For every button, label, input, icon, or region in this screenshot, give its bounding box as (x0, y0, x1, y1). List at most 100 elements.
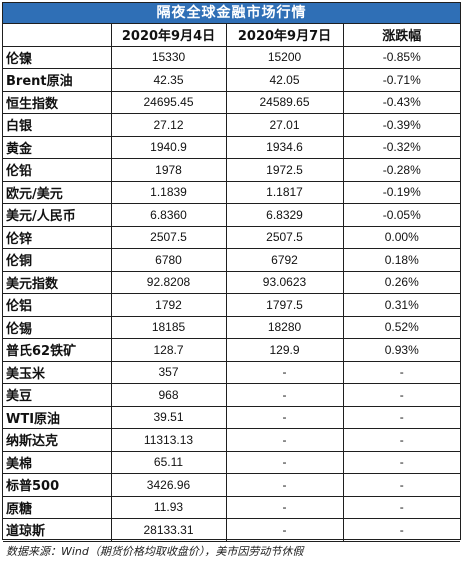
row-change: -0.32% (342, 135, 460, 159)
row-name: 美元/人民币 (3, 203, 112, 227)
row-name: 欧元/美元 (3, 180, 112, 204)
row-name: 伦镍 (3, 46, 112, 69)
row-value-date-1: 24695.45 (110, 90, 227, 114)
row-name: 伦锌 (3, 225, 112, 249)
row-value-date-2: 93.0623 (225, 270, 344, 294)
row-name: 纳斯达克 (3, 428, 112, 452)
row-change: 0.26% (342, 270, 460, 294)
row-change: 0.00% (342, 225, 460, 249)
row-value-date-1: 3426.96 (110, 473, 227, 497)
row-value-date-1: 1978 (110, 158, 227, 182)
row-value-date-1: 6780 (110, 248, 227, 272)
row-change: - (342, 450, 460, 474)
row-value-date-1: 1940.9 (110, 135, 227, 159)
row-value-date-1: 65.11 (110, 450, 227, 474)
row-value-date-2: 18280 (225, 315, 344, 339)
table-row: 恒生指数 24695.45 24589.65 -0.43% (3, 90, 460, 114)
row-value-date-1: 15330 (110, 46, 227, 69)
row-value-date-2: - (225, 450, 344, 474)
row-change: 0.18% (342, 248, 460, 272)
row-value-date-1: 28133.31 (110, 518, 227, 542)
table-row: Brent原油 42.35 42.05 -0.71% (3, 68, 460, 92)
row-change: 0.31% (342, 293, 460, 317)
header-date-2: 2020年9月7日 (225, 24, 344, 47)
row-value-date-1: 11313.13 (110, 428, 227, 452)
row-name: 美棉 (3, 450, 112, 474)
table-row: 伦铅 1978 1972.5 -0.28% (3, 158, 460, 182)
table-row: 伦锌 2507.5 2507.5 0.00% (3, 225, 460, 249)
row-value-date-2: 1797.5 (225, 293, 344, 317)
row-value-date-2: - (225, 495, 344, 519)
row-name: 伦铝 (3, 293, 112, 317)
row-value-date-2: 15200 (225, 46, 344, 69)
row-name: 标普500 (3, 473, 112, 497)
table-row: 欧元/美元 1.1839 1.1817 -0.19% (3, 180, 460, 204)
row-value-date-2: - (225, 428, 344, 452)
row-value-date-1: 968 (110, 383, 227, 407)
row-change: - (342, 495, 460, 519)
row-value-date-2: 27.01 (225, 113, 344, 137)
row-change: 0.52% (342, 315, 460, 339)
row-name: 普氏62铁矿 (3, 338, 112, 362)
row-value-date-1: 2507.5 (110, 225, 227, 249)
header-name (3, 24, 112, 47)
row-value-date-2: - (225, 518, 344, 542)
row-value-date-2: - (225, 383, 344, 407)
row-change: -0.05% (342, 203, 460, 227)
row-value-date-2: 42.05 (225, 68, 344, 92)
row-value-date-1: 128.7 (110, 338, 227, 362)
row-name: 美元指数 (3, 270, 112, 294)
table-row: 标普500 3426.96- - (3, 473, 460, 497)
table-row: WTI原油 39.51- - (3, 405, 460, 429)
table-row: 黄金 1940.9 1934.6 -0.32% (3, 135, 460, 159)
row-value-date-2: 6792 (225, 248, 344, 272)
row-change: - (342, 518, 460, 542)
row-change: -0.43% (342, 90, 460, 114)
row-change: - (342, 428, 460, 452)
row-change: - (342, 473, 460, 497)
row-change: -0.71% (342, 68, 460, 92)
market-table: 2020年9月4日 2020年9月7日 涨跌幅 伦镍 15330 15200 -0.8… (3, 24, 460, 542)
row-change: - (342, 405, 460, 429)
row-name: 道琼斯 (3, 518, 112, 542)
row-name: 原糖 (3, 495, 112, 519)
row-name: 伦铜 (3, 248, 112, 272)
row-value-date-2: - (225, 360, 344, 384)
row-value-date-2: 6.8329 (225, 203, 344, 227)
row-value-date-2: 1972.5 (225, 158, 344, 182)
table-row: 伦镍 15330 15200 -0.85% (3, 46, 460, 69)
row-name: 恒生指数 (3, 90, 112, 114)
table-row: 原糖 11.93- - (3, 495, 460, 519)
table-row: 美玉米 357- - (3, 360, 460, 384)
row-value-date-2: 1.1817 (225, 180, 344, 204)
table-row: 普氏62铁矿 128.7 129.9 0.93% (3, 338, 460, 362)
row-change: -0.28% (342, 158, 460, 182)
row-name: 白银 (3, 113, 112, 137)
row-value-date-2: - (225, 405, 344, 429)
header-change: 涨跌幅 (342, 24, 460, 47)
source-note: 数据来源：Wind（期货价格均取收盘价），美市因劳动节休假 (6, 544, 304, 558)
row-value-date-2: 1934.6 (225, 135, 344, 159)
row-value-date-1: 11.93 (110, 495, 227, 519)
row-name: 美豆 (3, 383, 112, 407)
row-value-date-2: 129.9 (225, 338, 344, 362)
row-value-date-1: 1792 (110, 293, 227, 317)
table-row: 美元/人民币 6.8360 6.8329 -0.05% (3, 203, 460, 227)
row-name: 美玉米 (3, 360, 112, 384)
row-change: -0.85% (342, 46, 460, 69)
table-row: 道琼斯 28133.31- - (3, 518, 460, 542)
table-row: 白银 27.12 27.01 -0.39% (3, 113, 460, 137)
table-row: 美棉 65.11- - (3, 450, 460, 474)
row-name: Brent原油 (3, 68, 112, 92)
table-row: 纳斯达克 11313.13- - (3, 428, 460, 452)
row-value-date-1: 6.8360 (110, 203, 227, 227)
row-change: -0.39% (342, 113, 460, 137)
table-row: 伦铝 1792 1797.5 0.31% (3, 293, 460, 317)
row-value-date-1: 42.35 (110, 68, 227, 92)
row-name: WTI原油 (3, 405, 112, 429)
row-name: 伦铅 (3, 158, 112, 182)
row-value-date-1: 357 (110, 360, 227, 384)
row-value-date-1: 92.8208 (110, 270, 227, 294)
row-change: 0.93% (342, 338, 460, 362)
